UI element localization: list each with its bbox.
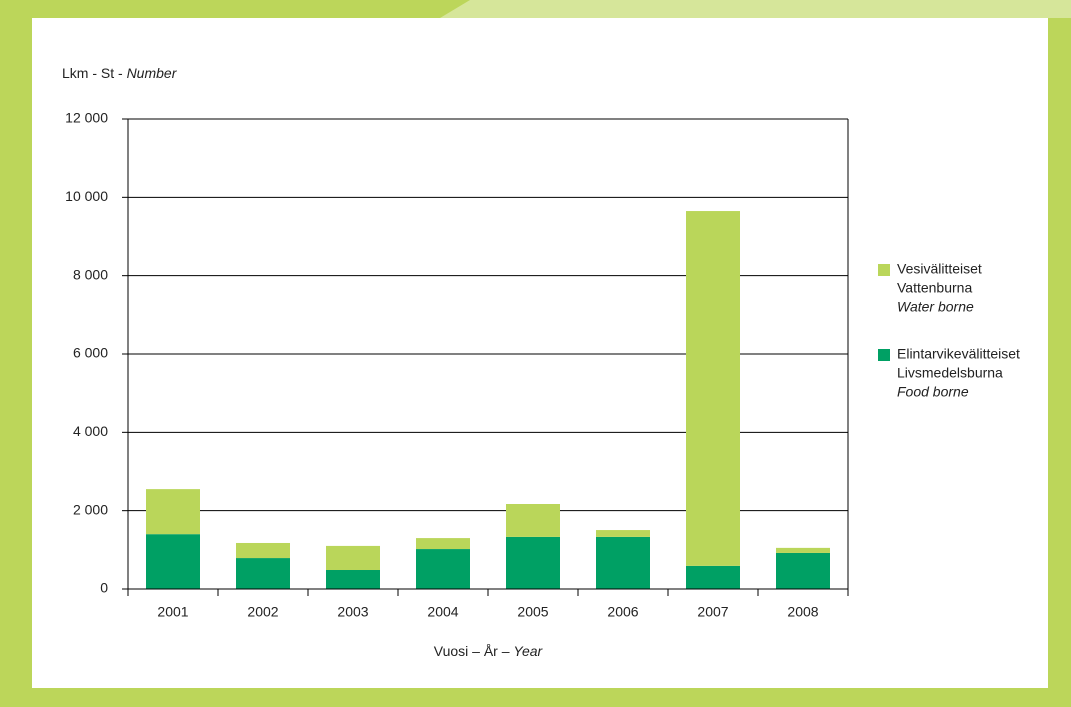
y-axis-label-main: Lkm - St - [62, 65, 123, 81]
legend-label: Vattenburna [897, 280, 972, 296]
x-tick-label: 2004 [427, 604, 458, 620]
bar-segment [506, 504, 560, 537]
y-tick-label: 12 000 [65, 110, 108, 126]
bar-segment [686, 211, 740, 566]
y-tick-label: 8 000 [73, 266, 108, 282]
bar-segment [776, 547, 830, 553]
y-tick-label: 2 000 [73, 501, 108, 517]
bar-segment [146, 534, 200, 589]
bar-segment [326, 545, 380, 571]
y-tick-label: 6 000 [73, 345, 108, 361]
y-axis-label-english: Number [127, 65, 178, 81]
x-tick-label: 2005 [517, 604, 548, 620]
legend-swatch [878, 349, 890, 361]
x-tick-label: 2007 [697, 604, 728, 620]
legend-label: Water borne [897, 299, 974, 315]
bar-segment [236, 542, 290, 559]
bar-segment [596, 536, 650, 589]
x-axis-label-english: Year [513, 643, 543, 659]
y-tick-label: 0 [100, 580, 108, 596]
legend-label: Food borne [897, 384, 969, 400]
x-tick-label: 2006 [607, 604, 638, 620]
legend-label: Livsmedelsburna [897, 365, 1003, 381]
x-axis-label: Vuosi – År – Year [434, 643, 544, 659]
frame-accent [440, 0, 1071, 18]
y-axis-label: Lkm - St - Number [62, 65, 178, 81]
bar-segment [416, 549, 470, 589]
x-tick-label: 2001 [157, 604, 188, 620]
bar-segment [596, 530, 650, 537]
x-tick-label: 2008 [787, 604, 818, 620]
y-tick-label: 4 000 [73, 423, 108, 439]
bar-segment [506, 536, 560, 589]
x-axis-label-main: Vuosi – År – [434, 643, 510, 659]
bar-segment [326, 570, 380, 589]
bar-segment [686, 565, 740, 589]
y-tick-label: 10 000 [65, 188, 108, 204]
x-tick-label: 2003 [337, 604, 368, 620]
bar-segment [236, 558, 290, 589]
x-tick-label: 2002 [247, 604, 278, 620]
bar-segment [776, 552, 830, 589]
legend-label: Vesivälitteiset [897, 261, 982, 277]
legend-label: Elintarvikevälitteiset [897, 346, 1020, 362]
bar-segment [146, 489, 200, 535]
bar-segment [416, 538, 470, 550]
legend-swatch [878, 264, 890, 276]
